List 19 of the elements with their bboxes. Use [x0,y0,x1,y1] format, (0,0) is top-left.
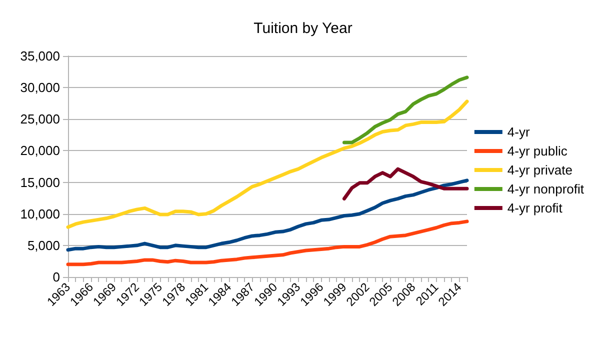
chart-title: Tuition by Year [254,20,352,37]
y-tick-label: 5,000 [27,238,60,253]
y-tick-label: 20,000 [20,143,60,158]
line-series [66,220,469,266]
line-series [66,100,469,229]
y-tick-label: 10,000 [20,206,60,222]
y-tick-label: 30,000 [20,80,60,96]
legend-label: 4-yr profit [507,200,563,216]
line-series [342,76,469,144]
y-tick-label: 35,000 [20,48,60,64]
legend-label: 4-yr private [507,162,572,178]
line-series [66,178,469,252]
y-tick-label: 0 [52,270,60,284]
legend-label: 4-yr public [507,144,568,158]
legend-label: 4-yr [507,124,530,140]
line-series [342,167,469,200]
y-tick-label: 15,000 [20,174,60,190]
y-tick-label: 25,000 [20,112,60,127]
legend-label: 4-yr nonprofit [507,182,584,196]
